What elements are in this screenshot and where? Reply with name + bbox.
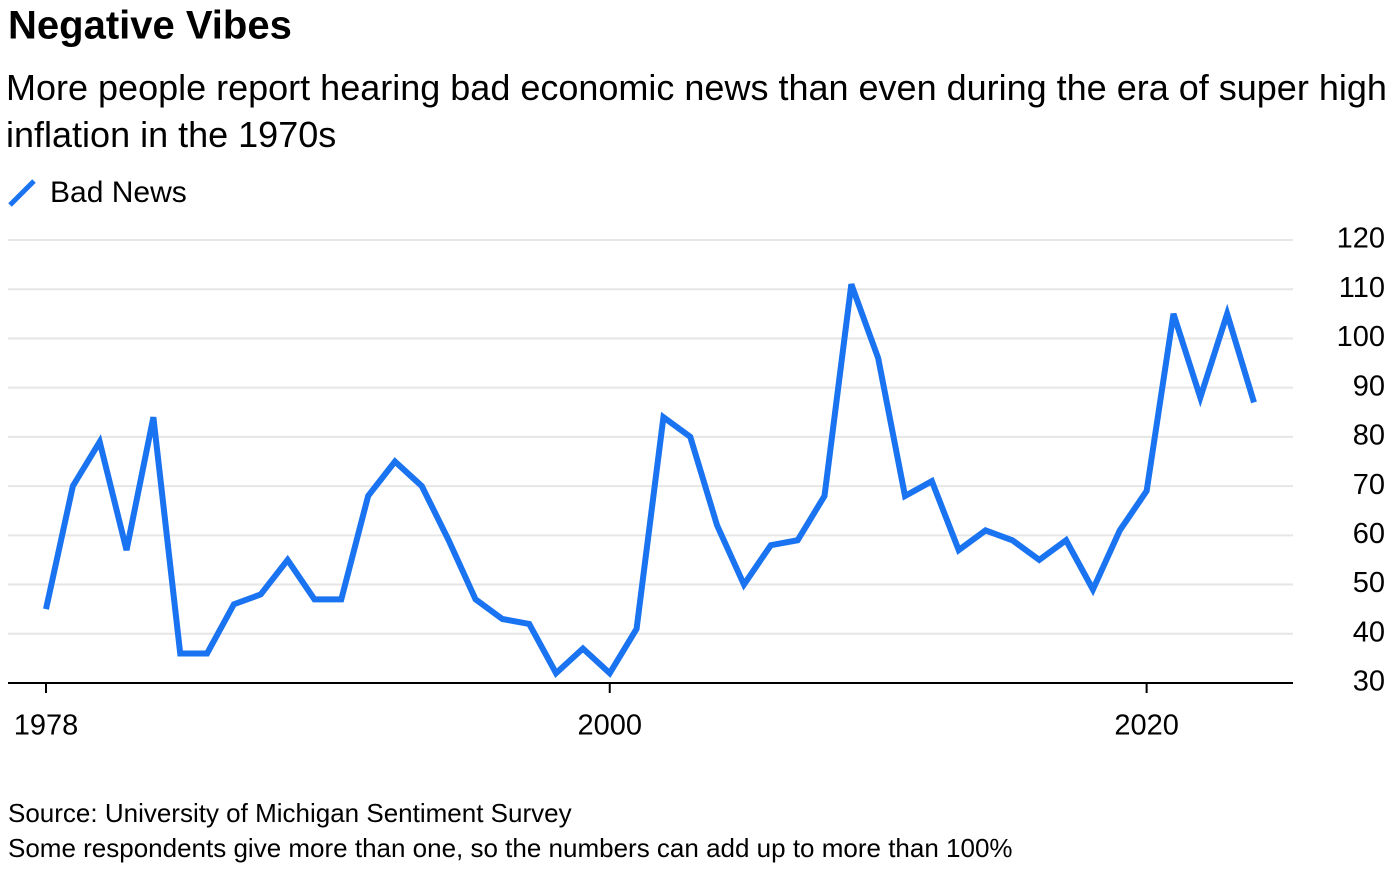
chart-subtitle: More people report hearing bad economic … [6, 67, 1387, 155]
y-tick-label: 110 [1339, 272, 1385, 304]
y-tick-label: 50 [1353, 567, 1385, 599]
subtitle-box: More people report hearing bad economic … [6, 67, 1387, 155]
y-tick-label: 70 [1353, 469, 1385, 501]
note: Some respondents give more than one, so … [8, 833, 1013, 863]
x-tick-label: 2020 [1114, 710, 1179, 742]
legend-label: Bad News [50, 176, 187, 209]
x-tick-label: 1978 [14, 710, 79, 742]
y-tick-label: 40 [1353, 616, 1385, 648]
y-tick-label: 80 [1353, 420, 1385, 452]
y-tick-label: 90 [1353, 370, 1385, 402]
x-tick-label: 2000 [577, 710, 642, 742]
y-tick-label: 100 [1337, 321, 1385, 353]
y-tick-label: 60 [1353, 518, 1385, 550]
legend-swatch [8, 179, 36, 207]
y-tick-label: 120 [1337, 223, 1385, 255]
source: Source: University of Michigan Sentiment… [8, 798, 572, 828]
data-line [43, 283, 1257, 678]
y-tick-label: 30 [1353, 666, 1385, 698]
chart-title: Negative Vibes [8, 4, 292, 48]
